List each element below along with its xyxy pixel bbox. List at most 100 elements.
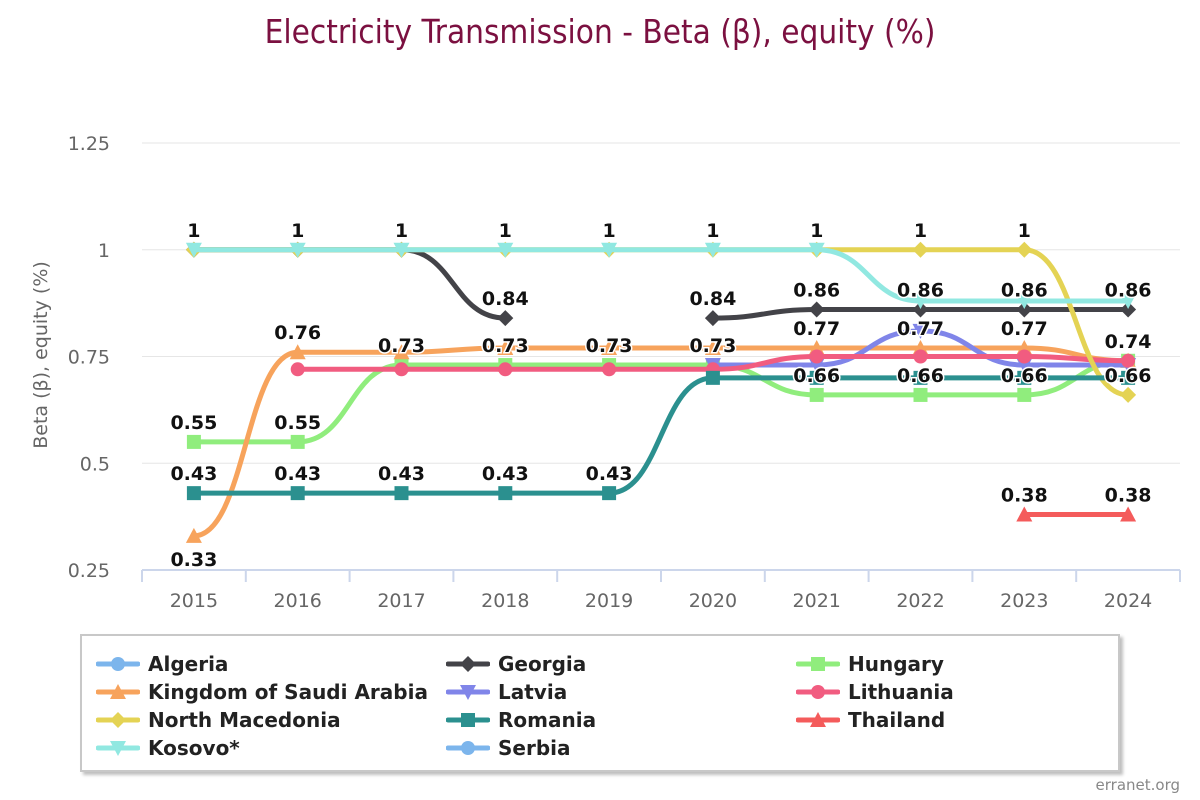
legend-marker-icon	[460, 656, 476, 672]
legend-item-georgia[interactable]: Georgia	[446, 650, 586, 678]
data-point-lithuania	[290, 362, 305, 377]
y-tick-label: 1.25	[68, 133, 110, 155]
data-label: 1	[810, 220, 823, 242]
legend-label: Latvia	[498, 680, 568, 704]
legend-item-algeria[interactable]: Algeria	[96, 650, 228, 678]
data-point-georgia	[912, 301, 929, 318]
data-label: 0.66	[1105, 365, 1152, 387]
x-tick-label: 2020	[689, 590, 737, 612]
data-label: 1	[291, 220, 304, 242]
legend-symbol	[796, 685, 840, 699]
data-label: 0.84	[689, 288, 736, 310]
legend-label: Hungary	[848, 652, 944, 676]
data-labels: 1 1 1 1 1 1 1 1 1 0.84 0.84 0.86 0.86 0.86 0.86 0.76 0.7…	[169, 218, 1153, 572]
data-point-kosovo	[1016, 293, 1033, 309]
data-point-hungary	[186, 434, 201, 449]
legend-symbol	[446, 685, 490, 700]
data-label: 0.66	[793, 365, 840, 387]
series-line-hungary	[191, 358, 1131, 445]
data-point-kosovo	[185, 242, 202, 258]
chart-title: Electricity Transmission - Beta (β), equ…	[264, 12, 936, 51]
series-thailand	[1016, 506, 1137, 522]
series-line-georgia	[191, 247, 508, 321]
legend-item-latvia[interactable]: Latvia	[446, 678, 567, 706]
legend-marker-icon	[811, 657, 825, 671]
data-point-romania	[1017, 370, 1032, 385]
legend-item-hungary[interactable]: Hungary	[796, 650, 944, 678]
data-point-georgia	[1016, 301, 1033, 318]
data-point-georgia	[808, 301, 825, 318]
legend-symbol	[446, 741, 490, 755]
series-romania	[186, 370, 1136, 501]
data-point-lithuania	[809, 349, 824, 364]
y-tick-label: 1	[98, 240, 110, 262]
data-point-georgia	[704, 310, 721, 327]
data-point-kosovo	[601, 242, 618, 258]
x-tick-label: 2019	[585, 590, 633, 612]
legend-item-north-macedonia[interactable]: North Macedonia	[96, 706, 341, 734]
legend-marker-icon	[811, 685, 825, 699]
data-point-north-macedonia	[1016, 241, 1033, 258]
data-label: 0.77	[897, 318, 944, 340]
legend-marker-icon	[461, 741, 475, 755]
data-point-romania	[913, 370, 928, 385]
data-label: 0.66	[897, 365, 944, 387]
data-point-thailand	[1016, 506, 1033, 522]
data-point-romania	[809, 370, 824, 385]
legend-label: Romania	[498, 708, 597, 732]
data-label: 0.77	[1001, 318, 1048, 340]
data-point-lithuania	[394, 362, 409, 377]
line-chart: 0.25 0.5 0.75 1 1.25 2015 2016 2017 2018 2019 202…	[30, 133, 1181, 612]
data-label: 0.86	[1105, 280, 1152, 302]
data-point-romania	[290, 486, 305, 501]
data-point-kingdom-of-saudi-arabia	[601, 339, 618, 355]
legend-item-lithuania[interactable]: Lithuania	[796, 678, 954, 706]
legend-item-romania[interactable]: Romania	[446, 706, 596, 734]
data-label: 0.43	[586, 463, 633, 485]
axes: 2015 2016 2017 2018 2019 2020 2021 2022 2023 2024	[141, 569, 1181, 612]
series-line-kingdom-of-saudi-arabia	[191, 345, 1131, 539]
data-label: 0.73	[378, 335, 425, 357]
data-point-hungary	[809, 387, 824, 402]
legend-item-serbia[interactable]: Serbia	[446, 734, 571, 762]
data-label: 1	[1018, 220, 1031, 242]
x-tick-label: 2022	[896, 590, 944, 612]
data-label: 1	[499, 220, 512, 242]
legend-label: Algeria	[148, 652, 229, 676]
data-point-kingdom-of-saudi-arabia	[289, 344, 306, 360]
legend-item-thailand[interactable]: Thailand	[796, 706, 945, 734]
legend-label: Thailand	[848, 708, 946, 732]
data-label: 0.66	[1001, 365, 1048, 387]
data-label: 1	[602, 220, 615, 242]
legend-symbol	[446, 656, 490, 672]
x-tick-label: 2018	[481, 590, 529, 612]
series-kosovo	[185, 242, 1137, 309]
series-line-north-macedonia	[191, 247, 1131, 398]
data-point-georgia	[1120, 301, 1137, 318]
data-point-romania	[705, 370, 720, 385]
legend-marker-icon	[111, 657, 125, 671]
data-label: 0.43	[170, 463, 217, 485]
data-label: 0.73	[689, 335, 736, 357]
series-line-romania	[191, 375, 1131, 496]
legend-item-kingdom-of-saudi-arabia[interactable]: Kingdom of Saudi Arabia	[96, 678, 428, 706]
data-point-north-macedonia	[912, 241, 929, 258]
data-point-kingdom-of-saudi-arabia	[393, 344, 410, 360]
series-georgia	[185, 241, 1137, 327]
legend-item-kosovo[interactable]: Kosovo*	[96, 734, 240, 762]
data-label: 0.55	[274, 412, 321, 434]
data-label: 0.86	[1001, 280, 1048, 302]
legend-symbol	[96, 684, 140, 699]
data-point-romania	[602, 486, 617, 501]
data-label: 1	[706, 220, 719, 242]
legend-marker-icon	[810, 712, 826, 727]
x-tick-label: 2021	[793, 590, 841, 612]
series-line-kosovo	[191, 247, 1131, 304]
data-label: 0.43	[274, 463, 321, 485]
data-point-romania	[498, 486, 513, 501]
legend-marker-icon	[460, 685, 476, 700]
data-point-kosovo	[808, 242, 825, 258]
data-point-lithuania	[498, 362, 513, 377]
data-label: 0.38	[1105, 484, 1152, 506]
data-point-kingdom-of-saudi-arabia	[185, 527, 202, 543]
